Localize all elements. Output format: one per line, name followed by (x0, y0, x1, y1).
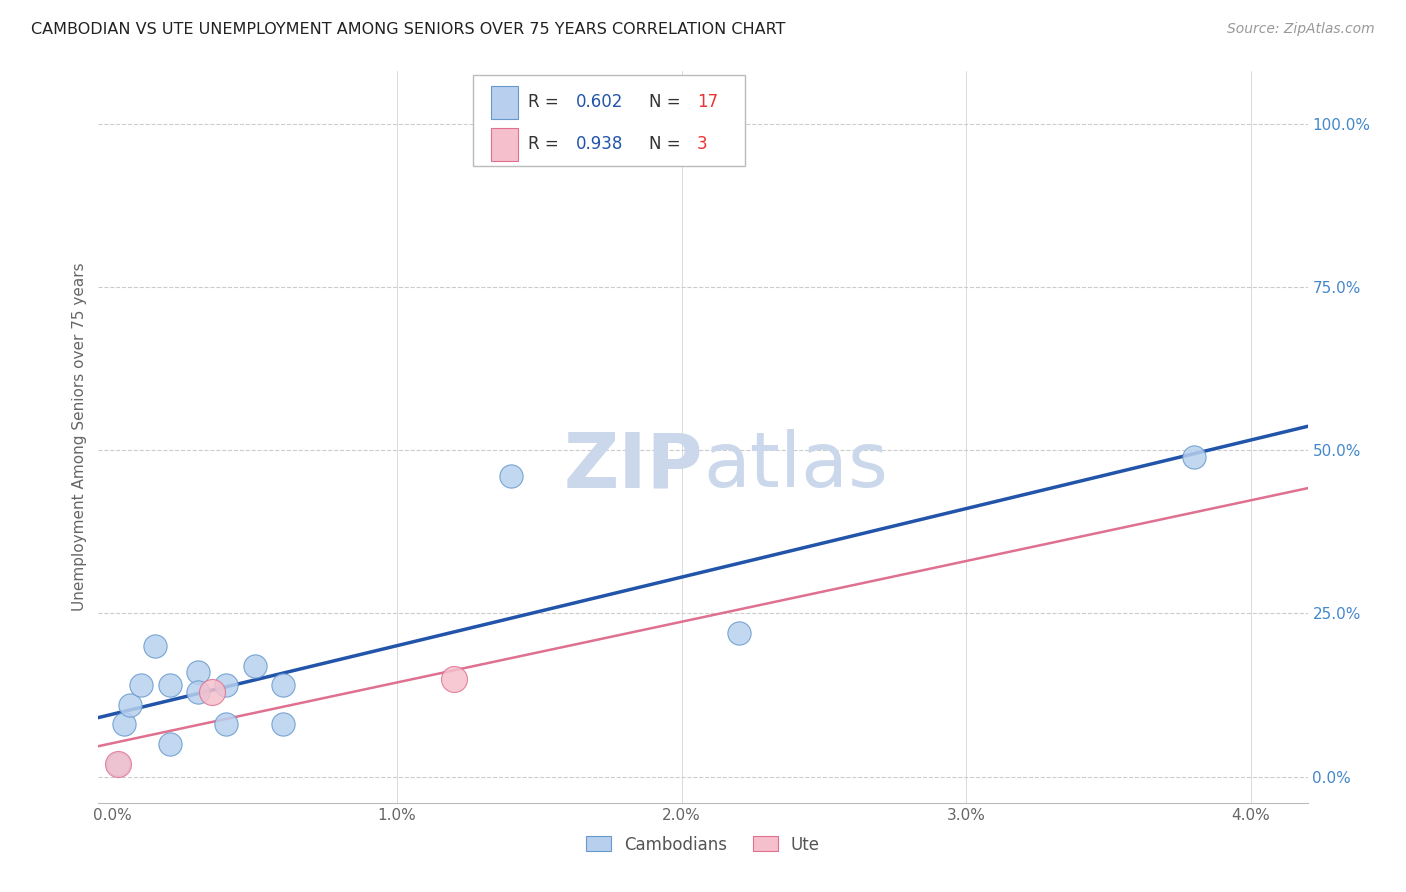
Bar (492, 128, 517, 161)
Text: 3: 3 (697, 136, 707, 153)
Point (107, 756, 129, 771)
Point (107, 756, 129, 771)
Point (159, 678, 181, 692)
Point (443, 672, 465, 686)
Point (187, 665, 209, 680)
Text: 0.602: 0.602 (576, 94, 623, 112)
Text: N =: N = (648, 94, 686, 112)
Point (499, 469, 522, 483)
Point (143, 639, 166, 653)
Text: 0.938: 0.938 (576, 136, 623, 153)
Text: ZIP: ZIP (564, 429, 703, 503)
Point (112, 717, 135, 731)
Point (1182, 450, 1205, 464)
Legend: Cambodians, Ute: Cambodians, Ute (579, 829, 827, 860)
Point (118, 698, 141, 712)
FancyBboxPatch shape (474, 75, 745, 167)
Point (187, 685, 209, 699)
Text: Source: ZipAtlas.com: Source: ZipAtlas.com (1227, 22, 1375, 37)
Text: R =: R = (527, 94, 564, 112)
Text: CAMBODIAN VS UTE UNEMPLOYMENT AMONG SENIORS OVER 75 YEARS CORRELATION CHART: CAMBODIAN VS UTE UNEMPLOYMENT AMONG SENI… (31, 22, 786, 37)
Point (129, 678, 152, 692)
Y-axis label: Unemployment Among Seniors over 75 years: Unemployment Among Seniors over 75 years (72, 263, 87, 611)
Text: R =: R = (527, 136, 564, 153)
Point (243, 658, 266, 673)
Point (727, 626, 749, 640)
Point (215, 717, 238, 731)
Text: N =: N = (648, 136, 686, 153)
Bar (492, 86, 517, 119)
Text: 17: 17 (697, 94, 718, 112)
Point (273, 678, 295, 692)
Point (159, 737, 181, 751)
Text: atlas: atlas (703, 429, 887, 503)
Point (201, 685, 224, 699)
Point (273, 717, 295, 731)
Point (215, 678, 238, 692)
